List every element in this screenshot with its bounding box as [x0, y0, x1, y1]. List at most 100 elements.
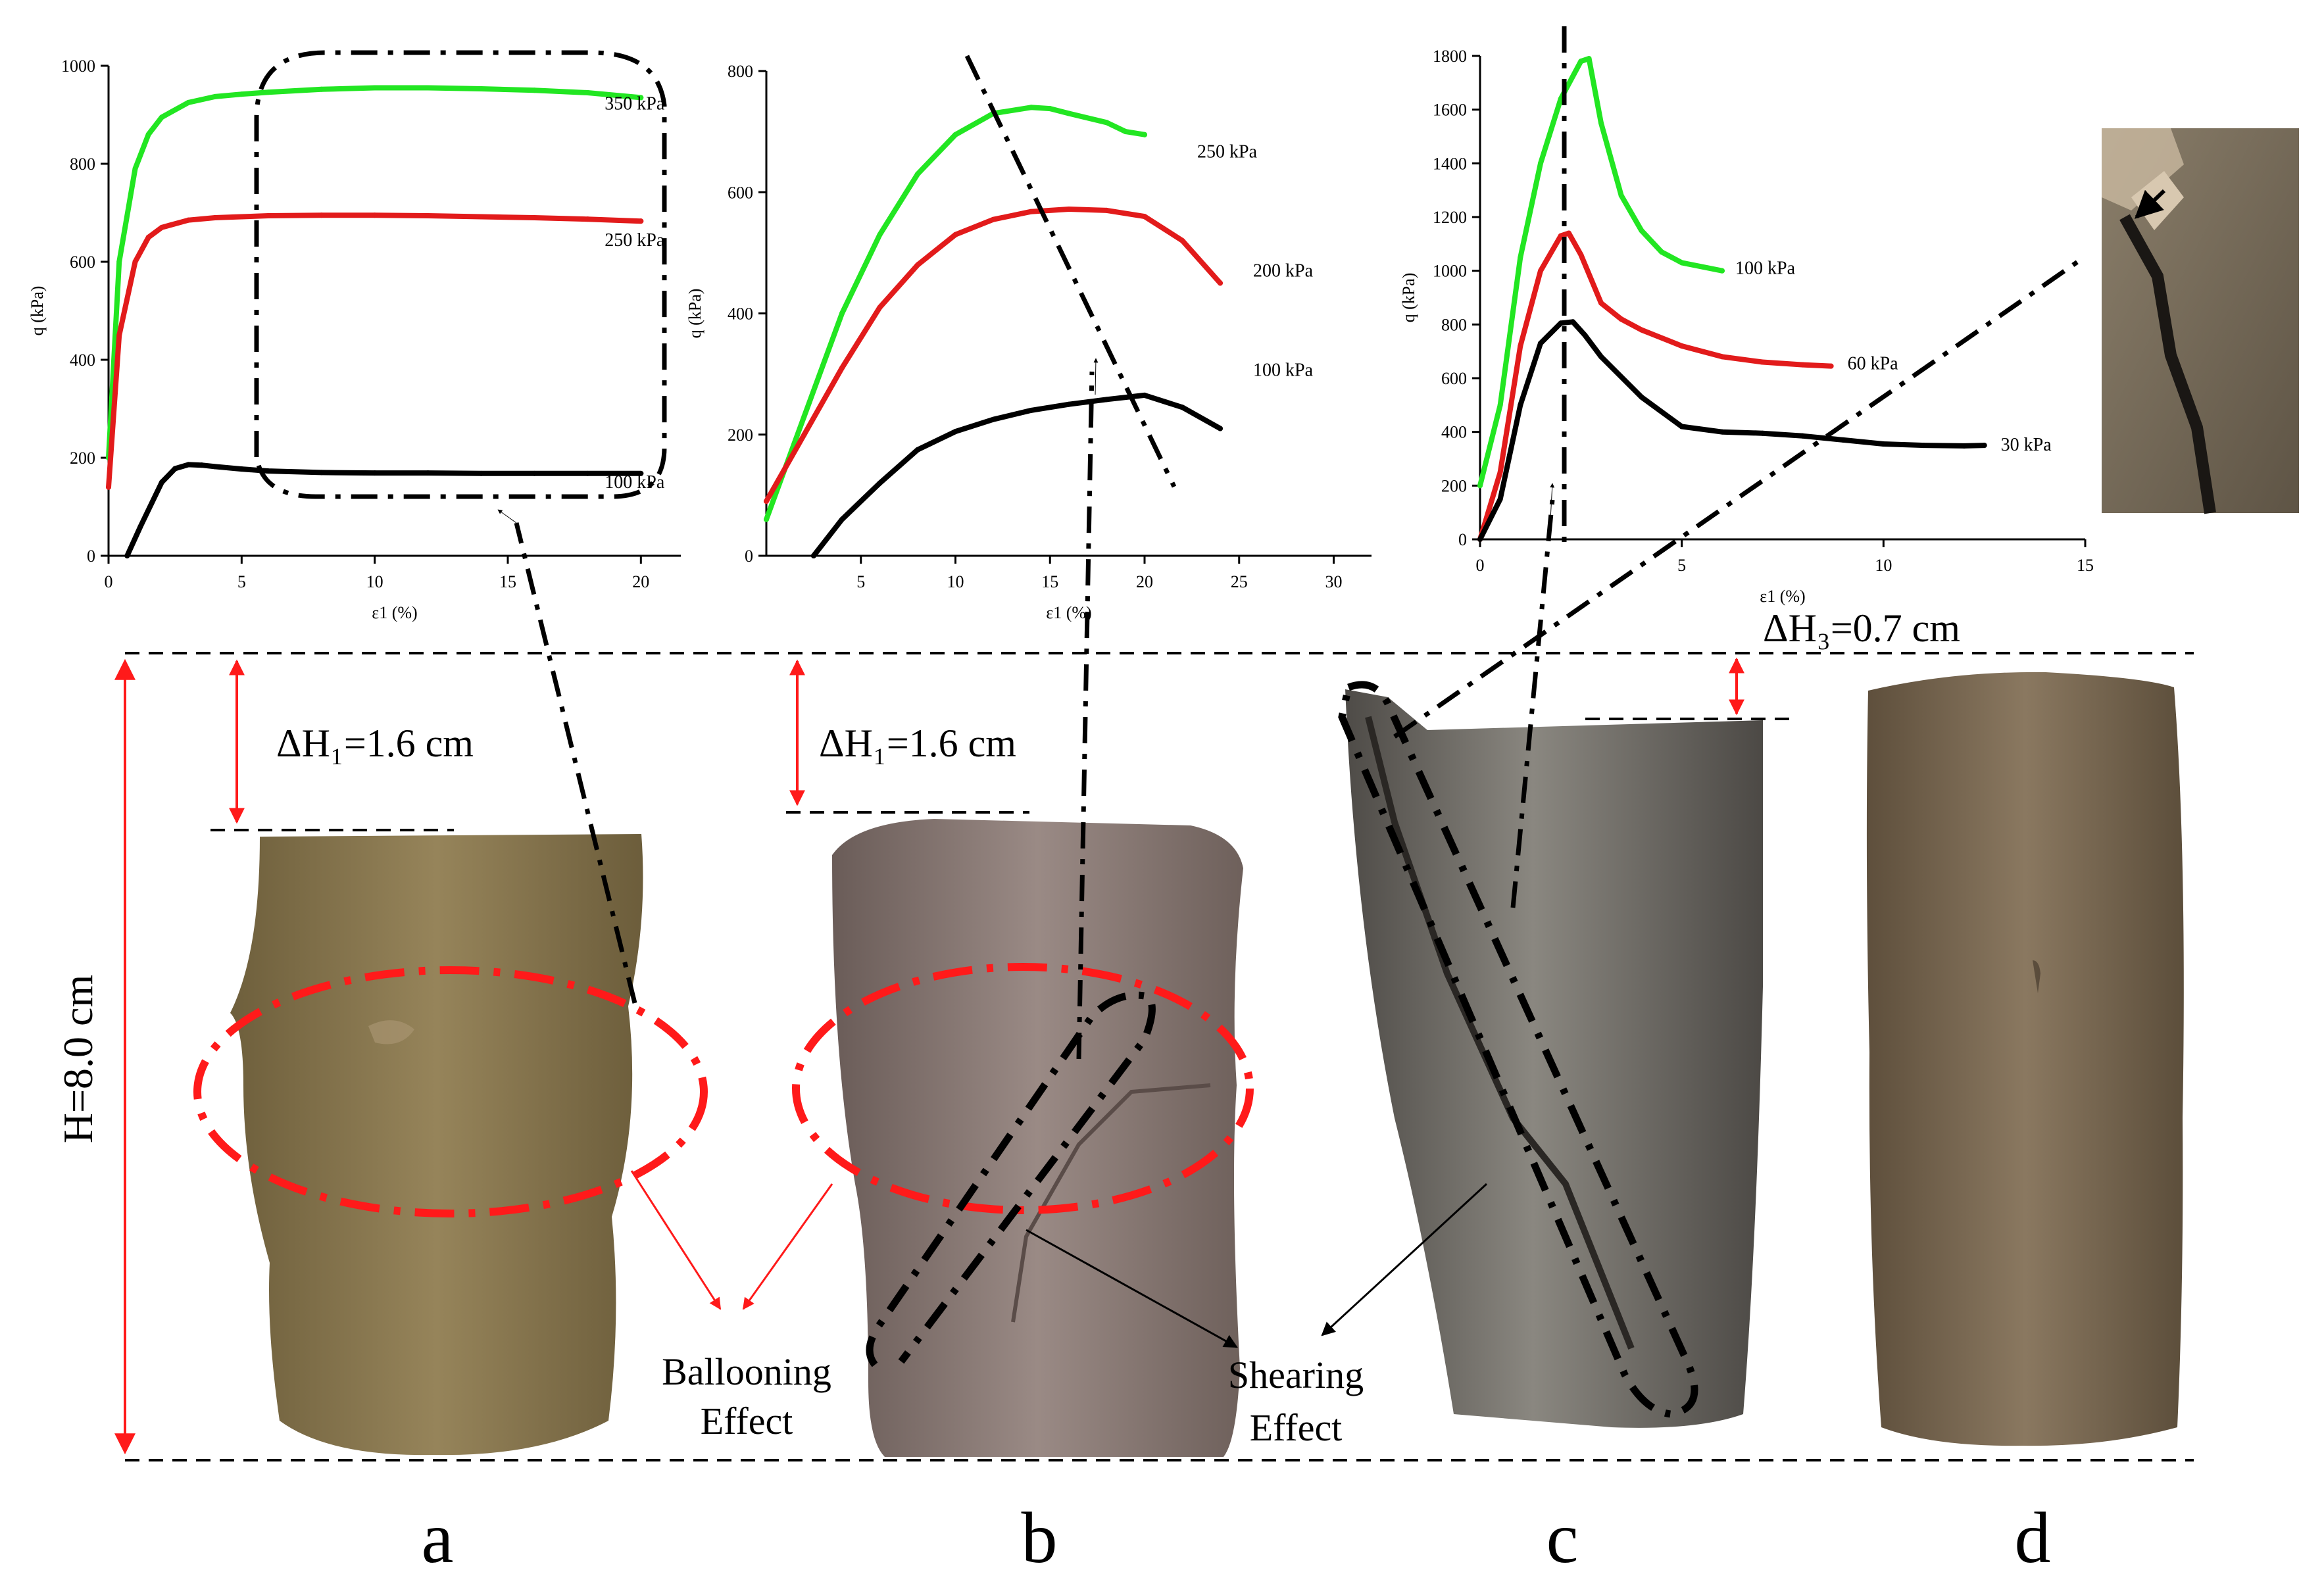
data-point [212, 464, 218, 470]
x-tick-label: 30 [1325, 572, 1343, 591]
data-point [1679, 343, 1685, 349]
series-label: 60 kPa [1848, 354, 1899, 374]
data-point [159, 114, 164, 120]
chart-c: 0 5 10 15 0 200 400 600 800 1000 1200 1400 1600 1800 ε… [1399, 47, 2094, 606]
data-point [877, 305, 883, 310]
y-tick-label: 200 [1441, 476, 1467, 495]
data-point [915, 262, 920, 268]
data-point [212, 93, 218, 99]
data-point [532, 87, 537, 93]
data-point [1639, 228, 1644, 233]
data-point [1104, 120, 1110, 126]
series-label: 200 kPa [1253, 260, 1314, 281]
series-line-60-kpa [1477, 230, 1834, 542]
data-point [372, 470, 378, 476]
connector-arrowhead-b [1093, 358, 1099, 395]
data-point [1578, 59, 1584, 64]
data-point [425, 85, 431, 91]
data-point [1962, 443, 1967, 449]
data-point [1841, 437, 1846, 443]
data-point [1800, 433, 1806, 439]
data-point [124, 553, 130, 558]
data-point [1028, 209, 1034, 214]
data-point [638, 218, 644, 224]
dh3-label: ΔH₃=0.7 cm [1763, 606, 1960, 650]
y-axis-label: q (kPa) [1399, 273, 1418, 323]
x-tick-label: 20 [632, 572, 649, 591]
data-point [372, 212, 378, 218]
data-point [1598, 354, 1604, 360]
x-tick-label: 15 [2077, 556, 2094, 575]
reference-lines [125, 652, 2194, 1461]
data-point [1639, 327, 1644, 333]
data-point [1760, 359, 1766, 365]
data-point [877, 480, 883, 486]
y-tick-label: 400 [728, 305, 753, 324]
x-axis-label: ε1 (%) [1046, 603, 1091, 622]
data-point [1760, 430, 1766, 436]
series-line-250-kpa [764, 105, 1147, 522]
data-point [185, 217, 191, 223]
data-point [425, 212, 431, 218]
data-point [239, 214, 245, 220]
data-point [478, 470, 484, 476]
ballooning-label-line2: Effect [701, 1400, 793, 1442]
data-point [1497, 402, 1503, 408]
ballooning-ellipse-a [193, 966, 708, 1217]
data-point [839, 516, 845, 522]
data-point [638, 95, 644, 101]
series-label: 100 kPa [605, 472, 665, 493]
dh1-a-label: ΔH₁=1.6 cm [276, 722, 474, 765]
data-point [1142, 214, 1147, 220]
data-point [137, 524, 143, 529]
shear-band-annotations [866, 681, 1698, 1418]
data-point [532, 214, 537, 220]
data-point [185, 99, 191, 105]
data-point [1981, 443, 1987, 449]
data-point [185, 462, 191, 468]
data-point [1719, 354, 1725, 360]
panel-label-b: b [1022, 1498, 1058, 1578]
data-point [1800, 362, 1806, 368]
data-point [265, 468, 271, 474]
data-point [1618, 316, 1624, 322]
height-label: H=8.0 cm [55, 975, 101, 1144]
connector-lines [254, 26, 2087, 1060]
ballooning-ellipse-b [792, 963, 1254, 1214]
data-point [764, 499, 769, 504]
data-point [1518, 343, 1523, 349]
x-tick-label: 10 [947, 572, 964, 591]
data-point [1497, 496, 1503, 502]
data-point [1179, 405, 1185, 410]
y-tick-label: 800 [728, 62, 753, 81]
series-line-30-kpa [1477, 319, 1987, 542]
series-label: 250 kPa [605, 230, 665, 251]
data-point [839, 310, 845, 316]
y-axis-label: q (kPa) [685, 289, 705, 339]
data-point [1618, 193, 1624, 199]
series-label: 350 kPa [605, 93, 665, 114]
data-point [318, 470, 324, 476]
data-point [991, 216, 996, 222]
data-point [212, 214, 218, 220]
y-axis-label: q (kPa) [28, 286, 47, 336]
series-label: 250 kPa [1197, 142, 1258, 162]
data-point [1218, 426, 1223, 431]
data-point [1047, 106, 1053, 112]
data-point [1538, 268, 1543, 274]
data-point [1679, 424, 1685, 429]
data-point [265, 212, 271, 218]
data-point [1598, 120, 1604, 126]
data-point [116, 259, 122, 264]
data-point [478, 214, 484, 220]
data-point [810, 553, 816, 558]
y-tick-label: 600 [728, 183, 753, 202]
data-point [839, 365, 845, 371]
data-point [106, 484, 111, 490]
x-tick-label: 10 [366, 572, 383, 591]
y-tick-label: 1000 [1433, 262, 1467, 281]
series-line-350-kpa [106, 85, 644, 460]
data-point [199, 462, 205, 468]
data-point [585, 216, 591, 222]
